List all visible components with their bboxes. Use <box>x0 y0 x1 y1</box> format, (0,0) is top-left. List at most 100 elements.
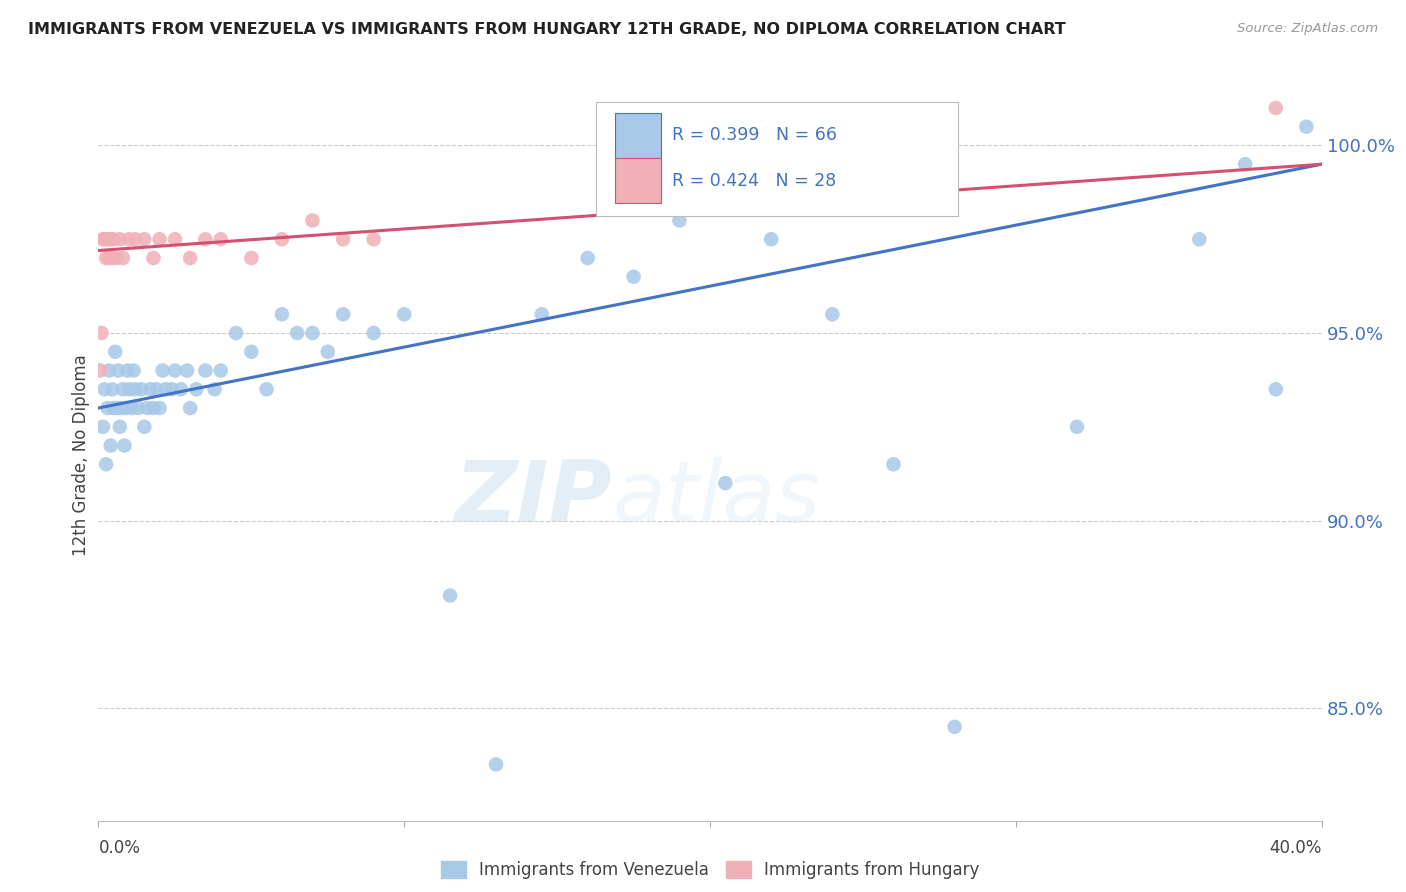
Point <box>118 382 141 396</box>
Point <box>127 401 149 415</box>
Point <box>89 363 111 377</box>
Point <box>108 232 131 246</box>
Text: ZIP: ZIP <box>454 458 612 541</box>
Point <box>134 419 156 434</box>
Point <box>176 363 198 377</box>
Point <box>1234 157 1257 171</box>
Point <box>129 382 152 396</box>
Point <box>301 213 323 227</box>
Point <box>761 232 783 246</box>
Point <box>186 382 208 396</box>
Point <box>1066 419 1088 434</box>
FancyBboxPatch shape <box>614 158 661 203</box>
FancyBboxPatch shape <box>614 113 661 158</box>
Point <box>124 382 146 396</box>
Point <box>90 326 112 340</box>
Point <box>91 419 114 434</box>
Point <box>363 232 385 246</box>
Point <box>152 363 174 377</box>
Point <box>118 232 141 246</box>
Point <box>91 232 114 246</box>
Point <box>111 251 134 265</box>
Point <box>883 458 905 472</box>
Point <box>97 401 120 415</box>
Text: IMMIGRANTS FROM VENEZUELA VS IMMIGRANTS FROM HUNGARY 12TH GRADE, NO DIPLOMA CORR: IMMIGRANTS FROM VENEZUELA VS IMMIGRANTS … <box>28 22 1066 37</box>
Point <box>104 344 127 359</box>
Point <box>105 251 128 265</box>
Point <box>101 382 124 396</box>
Point <box>485 757 508 772</box>
Point <box>101 251 124 265</box>
Point <box>270 232 294 246</box>
Point <box>139 382 162 396</box>
Point <box>316 344 339 359</box>
Point <box>163 363 186 377</box>
Point <box>209 232 232 246</box>
Point <box>111 382 134 396</box>
Text: R = 0.399   N = 66: R = 0.399 N = 66 <box>672 127 837 145</box>
Point <box>136 401 159 415</box>
Point <box>439 589 461 603</box>
Point <box>285 326 308 340</box>
Point <box>134 232 156 246</box>
Point <box>142 401 165 415</box>
Point <box>121 401 143 415</box>
Point <box>110 401 132 415</box>
Point <box>112 438 135 452</box>
Point <box>160 382 183 396</box>
Point <box>240 251 263 265</box>
Point <box>98 251 121 265</box>
Point <box>392 307 416 321</box>
Point <box>204 382 226 396</box>
Point <box>93 232 115 246</box>
Point <box>209 363 232 377</box>
Text: 0.0%: 0.0% <box>98 839 141 857</box>
Point <box>179 251 201 265</box>
Point <box>145 382 167 396</box>
Text: atlas: atlas <box>612 458 820 541</box>
Point <box>155 382 177 396</box>
Point <box>943 720 966 734</box>
Point <box>714 476 737 491</box>
Point <box>270 307 294 321</box>
Point <box>163 232 186 246</box>
Point <box>100 232 122 246</box>
Point <box>98 363 121 377</box>
Point <box>240 344 263 359</box>
Point <box>94 251 117 265</box>
Point <box>332 307 354 321</box>
Point <box>179 401 201 415</box>
Point <box>194 363 217 377</box>
Point <box>117 363 139 377</box>
Point <box>225 326 247 340</box>
Point <box>1295 120 1317 134</box>
Point <box>94 458 117 472</box>
Point <box>194 232 217 246</box>
Legend: Immigrants from Venezuela, Immigrants from Hungary: Immigrants from Venezuela, Immigrants fr… <box>434 854 986 886</box>
Point <box>105 401 128 415</box>
Point <box>97 232 120 246</box>
Point <box>623 269 645 284</box>
Point <box>1264 101 1286 115</box>
Point <box>122 363 145 377</box>
Text: R = 0.424   N = 28: R = 0.424 N = 28 <box>672 171 837 190</box>
Point <box>115 401 138 415</box>
Point <box>530 307 553 321</box>
Point <box>1264 382 1286 396</box>
Point <box>301 326 323 340</box>
Point <box>332 232 354 246</box>
FancyBboxPatch shape <box>596 102 959 216</box>
Point <box>93 382 115 396</box>
Point <box>1188 232 1211 246</box>
Point <box>149 401 172 415</box>
Point <box>363 326 385 340</box>
Point <box>170 382 193 396</box>
Point <box>256 382 278 396</box>
Point <box>103 232 125 246</box>
Point <box>149 232 172 246</box>
Point <box>103 401 125 415</box>
Text: 40.0%: 40.0% <box>1270 839 1322 857</box>
Point <box>100 438 122 452</box>
Text: Source: ZipAtlas.com: Source: ZipAtlas.com <box>1237 22 1378 36</box>
Y-axis label: 12th Grade, No Diploma: 12th Grade, No Diploma <box>72 354 90 556</box>
